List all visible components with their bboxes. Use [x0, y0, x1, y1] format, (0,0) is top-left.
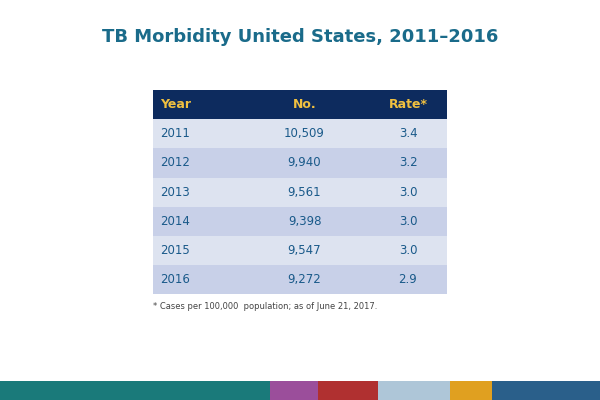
FancyBboxPatch shape: [153, 265, 447, 294]
FancyBboxPatch shape: [318, 381, 378, 400]
Text: 9,398: 9,398: [288, 215, 321, 228]
Text: 2012: 2012: [160, 156, 190, 170]
Text: No.: No.: [293, 98, 316, 111]
Text: Year: Year: [160, 98, 191, 111]
FancyBboxPatch shape: [153, 236, 447, 265]
Text: 3.0: 3.0: [399, 215, 417, 228]
Text: 2016: 2016: [160, 273, 190, 286]
Text: 9,547: 9,547: [287, 244, 322, 257]
FancyBboxPatch shape: [153, 90, 447, 119]
Text: * Cases per 100,000  population; as of June 21, 2017.: * Cases per 100,000 population; as of Ju…: [153, 302, 377, 310]
FancyBboxPatch shape: [153, 148, 447, 178]
Text: 2014: 2014: [160, 215, 190, 228]
Text: Rate*: Rate*: [389, 98, 427, 111]
FancyBboxPatch shape: [450, 381, 492, 400]
FancyBboxPatch shape: [153, 178, 447, 207]
Text: TB Morbidity United States, 2011–2016: TB Morbidity United States, 2011–2016: [102, 28, 498, 46]
Text: 3.4: 3.4: [398, 127, 418, 140]
FancyBboxPatch shape: [153, 207, 447, 236]
FancyBboxPatch shape: [378, 381, 450, 400]
Text: 9,272: 9,272: [287, 273, 322, 286]
Text: 2013: 2013: [160, 186, 190, 199]
Text: 2.9: 2.9: [398, 273, 418, 286]
FancyBboxPatch shape: [0, 381, 270, 400]
Text: 3.0: 3.0: [399, 244, 417, 257]
Text: 2011: 2011: [160, 127, 190, 140]
FancyBboxPatch shape: [270, 381, 318, 400]
Text: 10,509: 10,509: [284, 127, 325, 140]
Text: 9,561: 9,561: [287, 186, 322, 199]
FancyBboxPatch shape: [153, 119, 447, 148]
Text: 9,940: 9,940: [287, 156, 322, 170]
Text: 3.0: 3.0: [399, 186, 417, 199]
FancyBboxPatch shape: [492, 381, 600, 400]
Text: 2015: 2015: [160, 244, 190, 257]
Text: 3.2: 3.2: [398, 156, 418, 170]
